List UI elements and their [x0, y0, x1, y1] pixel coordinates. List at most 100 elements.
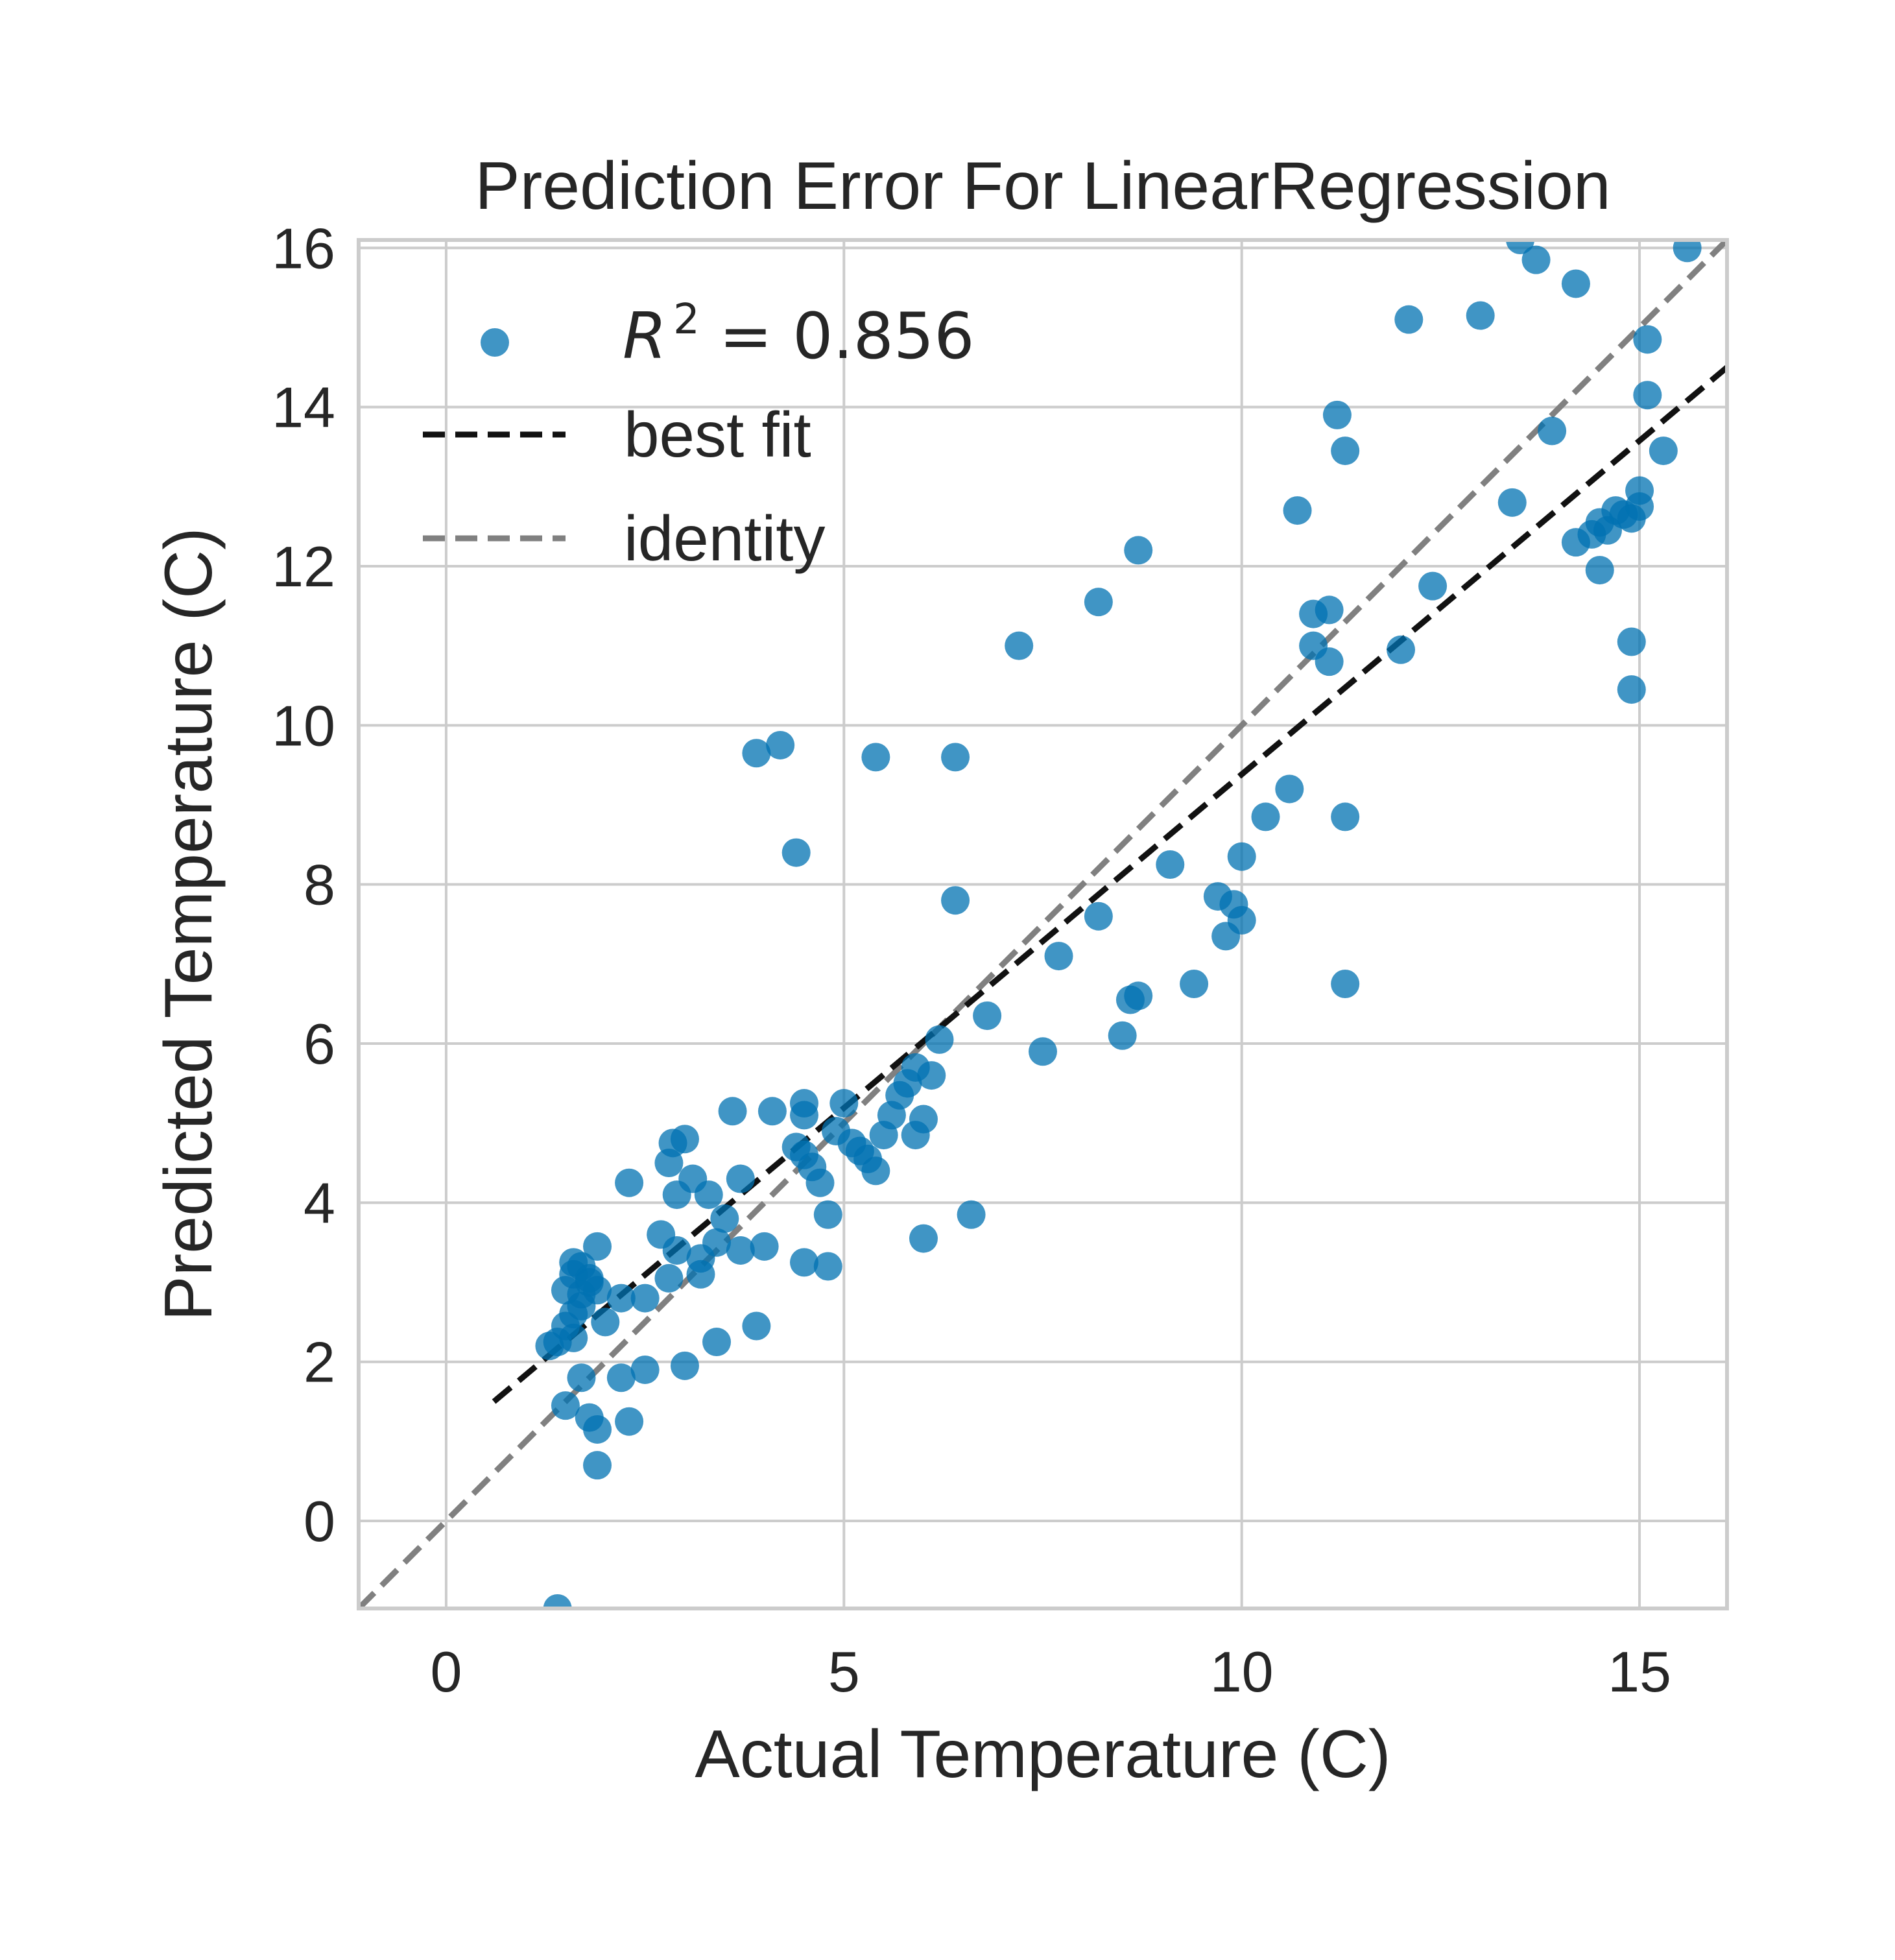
- y-tick-label: 4: [304, 1171, 335, 1235]
- scatter-point: [1227, 842, 1256, 871]
- scatter-point: [1180, 970, 1209, 999]
- scatter-point: [694, 1180, 723, 1210]
- scatter-point: [1521, 245, 1551, 274]
- scatter-point: [1387, 635, 1416, 664]
- scatter-point: [670, 1125, 699, 1154]
- scatter-point: [1156, 850, 1185, 879]
- scatter-point: [1673, 240, 1702, 263]
- scatter-point: [1418, 571, 1448, 601]
- tick-labels: 0 5 10 15 0 2 4 6 8 10 12 14 16: [272, 216, 1671, 1704]
- legend-label-r2: R 2 = 0.856: [623, 296, 975, 374]
- scatter-point: [909, 1224, 938, 1253]
- best-fit-line: [492, 365, 1727, 1404]
- scatter-point: [1315, 595, 1344, 625]
- scatter-point: [583, 1276, 612, 1305]
- scatter-point: [1633, 381, 1662, 410]
- y-tick-label: 14: [272, 376, 335, 440]
- scatter-point: [973, 1001, 1002, 1031]
- scatter-point: [1617, 627, 1646, 656]
- scatter-point: [1029, 1037, 1057, 1066]
- scatter-point: [750, 1232, 779, 1261]
- scatter-point: [1538, 416, 1567, 446]
- scatter-point: [1633, 325, 1662, 354]
- scatter-point: [662, 1236, 691, 1265]
- scatter-point: [1561, 269, 1590, 298]
- x-tick-label: 10: [1210, 1640, 1274, 1704]
- scatter-point: [615, 1168, 644, 1197]
- x-tick-label: 5: [828, 1640, 860, 1704]
- scatter-point: [726, 1236, 755, 1265]
- scatter-point: [583, 1451, 612, 1480]
- scatter-point: [1124, 981, 1153, 1010]
- scatter-point: [742, 739, 771, 768]
- scatter-point: [766, 730, 795, 759]
- scatter-point: [1227, 905, 1256, 935]
- scatter-point: [583, 1232, 612, 1261]
- scatter-point: [757, 1097, 787, 1126]
- scatter-point: [606, 1363, 636, 1392]
- reference-lines: [359, 240, 1727, 1608]
- scatter-point: [861, 1156, 890, 1186]
- scatter-point: [1466, 301, 1495, 330]
- x-axis-label: Actual Temperature (C): [695, 1717, 1390, 1792]
- scatter-point: [702, 1328, 732, 1357]
- scatter-point: [551, 1391, 580, 1420]
- scatter-point: [789, 1248, 818, 1277]
- scatter-point: [630, 1284, 660, 1313]
- scatter-point: [559, 1248, 588, 1277]
- y-tick-label: 2: [304, 1330, 335, 1394]
- scatter-point: [591, 1308, 620, 1337]
- scatter-point: [1084, 588, 1113, 617]
- scatter-point: [1331, 436, 1360, 466]
- scatter-point: [1005, 631, 1034, 660]
- x-tick-label: 0: [430, 1640, 462, 1704]
- legend-marker-points: [481, 328, 509, 357]
- scatter-point: [941, 886, 970, 915]
- y-tick-label: 8: [304, 853, 335, 917]
- scatter-point: [710, 1204, 739, 1233]
- scatter-point: [1625, 492, 1654, 521]
- scatter-point: [1084, 902, 1113, 931]
- scatter-point: [829, 1089, 859, 1118]
- legend-label-identity: identity: [624, 503, 826, 574]
- scatter-point: [1283, 496, 1312, 525]
- scatter-point: [909, 1105, 938, 1134]
- scatter-point: [1497, 488, 1527, 517]
- scatter-point: [615, 1407, 644, 1436]
- y-tick-label: 16: [272, 216, 335, 280]
- y-tick-label: 12: [272, 534, 335, 599]
- plot-frame: [357, 238, 1729, 1610]
- scatter-point: [957, 1200, 986, 1229]
- scatter-point: [670, 1351, 699, 1380]
- scatter-point: [861, 743, 890, 772]
- scatter-point: [742, 1311, 771, 1341]
- scatter-point: [630, 1355, 660, 1384]
- scatter-point: [718, 1097, 747, 1126]
- x-tick-label: 15: [1608, 1640, 1671, 1704]
- scatter-points: [535, 240, 1702, 1608]
- scatter-point: [1649, 436, 1678, 466]
- y-tick-label: 0: [304, 1489, 335, 1553]
- scatter-point: [805, 1168, 835, 1197]
- y-axis-label: Predicted Temperature (C): [151, 527, 226, 1321]
- scatter-point: [1585, 556, 1614, 585]
- y-tick-label: 6: [304, 1012, 335, 1076]
- scatter-point: [925, 1025, 954, 1054]
- scatter-point: [583, 1415, 612, 1444]
- scatter-point: [1315, 647, 1344, 676]
- scatter-point: [606, 1284, 636, 1313]
- scatter-point: [654, 1263, 684, 1293]
- scatter-point: [702, 1228, 732, 1257]
- scatter-point: [917, 1061, 946, 1090]
- scatter-point: [813, 1200, 842, 1229]
- scatter-point: [1124, 536, 1153, 565]
- scatter-point: [1331, 970, 1360, 999]
- scatter-point: [941, 743, 970, 772]
- legend-label-best-fit: best fit: [624, 399, 811, 470]
- scatter-point: [543, 1594, 572, 1608]
- scatter-point: [1617, 675, 1646, 704]
- scatter-point: [559, 1323, 588, 1352]
- scatter-point: [781, 838, 811, 867]
- scatter-point: [1331, 802, 1360, 831]
